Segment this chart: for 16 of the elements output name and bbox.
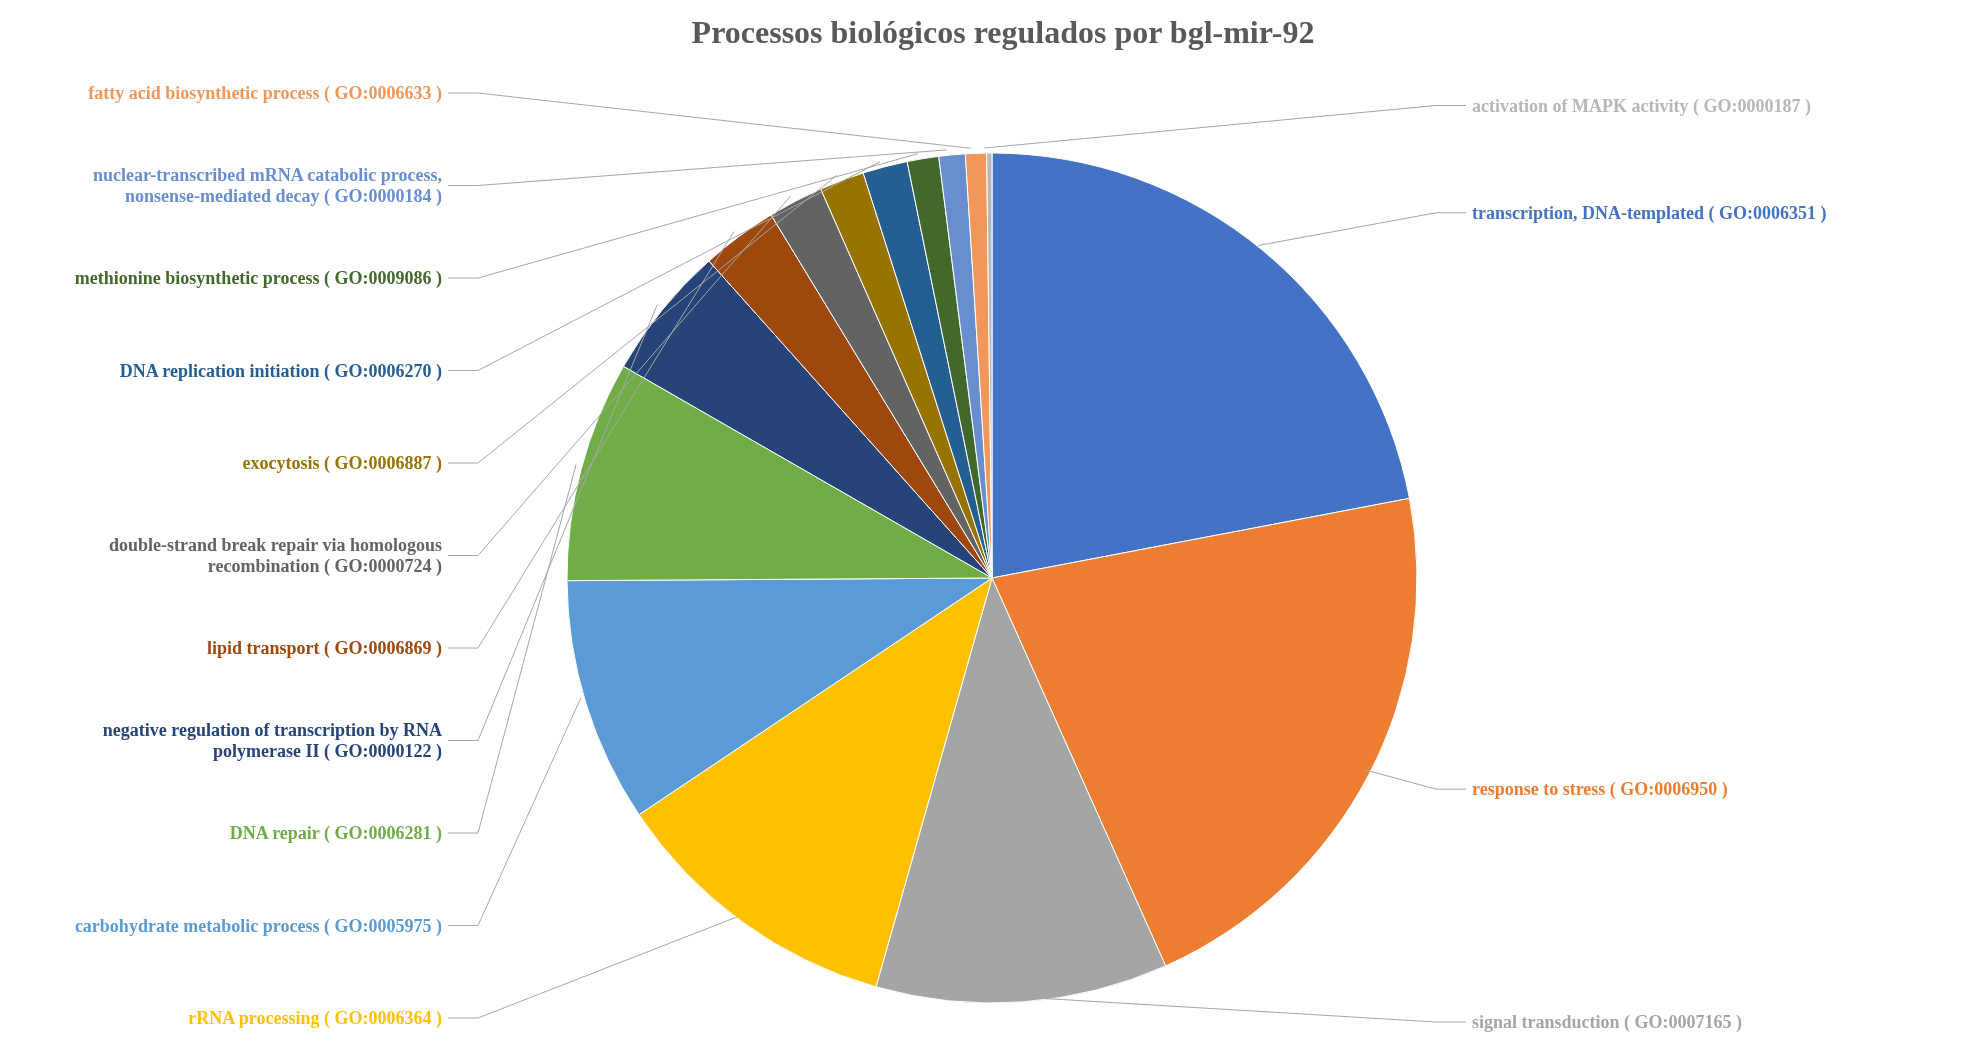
slice-label: carbohydrate metabolic process ( GO:0005975 ) <box>74 915 442 937</box>
slice-label: lipid transport ( GO:0006869 ) <box>206 638 442 659</box>
chart-title: Processos biológicos regulados por bgl-mir-92 <box>691 14 1315 50</box>
slice-label: activation of MAPK activity ( GO:0000187 ) <box>1472 95 1811 117</box>
slice-label: methionine biosynthetic process ( GO:0009086 ) <box>74 268 442 289</box>
slice-label: DNA repair ( GO:0006281 ) <box>229 823 442 844</box>
slice-label: nuclear-transcribed mRNA catabolic process, nonsense-mediated decay ( GO:0000184 ) <box>93 165 442 207</box>
slice-label: negative regulation of transcription by RNA polymerase II ( GO:0000122 ) <box>102 720 442 762</box>
slice-label: response to stress ( GO:0006950 ) <box>1472 779 1728 801</box>
slice-label: signal transduction ( GO:0007165 ) <box>1472 1012 1743 1033</box>
slice-label: exocytosis ( GO:0006887 ) <box>242 453 442 474</box>
slice-label: transcription, DNA-templated ( GO:0006351 ) <box>1472 202 1827 224</box>
slice-label: DNA replication initiation ( GO:0006270 ) <box>119 360 442 382</box>
slice-label: fatty acid biosynthetic process ( GO:0006633 ) <box>88 83 442 104</box>
slice-label: double-strand break repair via homologous recombination ( GO:0000724 ) <box>108 535 442 577</box>
slice-label: rRNA processing ( GO:0006364 ) <box>188 1008 442 1029</box>
